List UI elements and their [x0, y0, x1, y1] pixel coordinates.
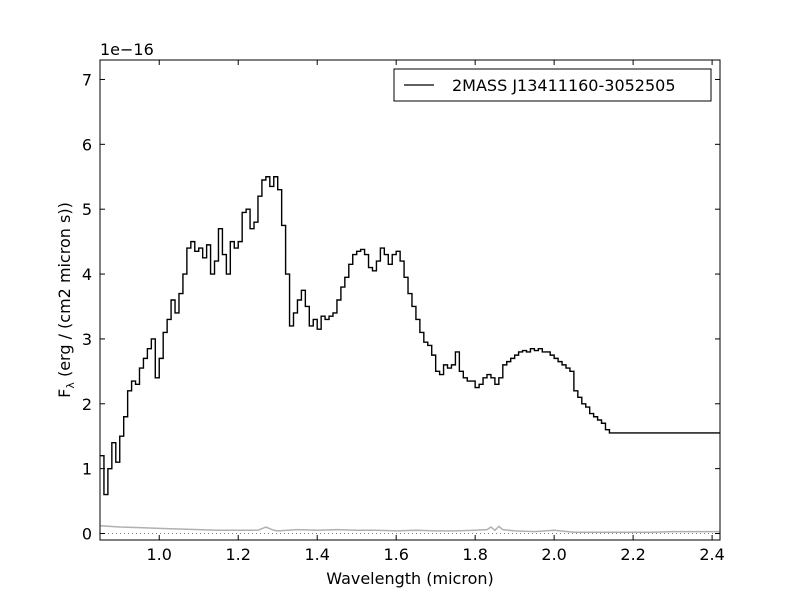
y-offset-text: 1e−16 [100, 40, 154, 59]
y-tick-label: 1 [82, 460, 92, 479]
x-tick-label: 2.4 [699, 545, 724, 564]
y-axis-title-subscript: λ [64, 382, 77, 389]
y-tick-label: 5 [82, 200, 92, 219]
y-tick-label: 3 [82, 330, 92, 349]
legend-box [393, 68, 712, 102]
y-axis-title-main: F [55, 389, 74, 398]
plot-frame [99, 59, 721, 541]
y-tick-label: 4 [82, 265, 92, 284]
y-tick-label: 6 [82, 135, 92, 154]
y-tick-label: 7 [82, 70, 92, 89]
x-axis: 1.0 1.2 1.4 1.6 1.8 2.0 2.2 2.4 [147, 60, 725, 564]
series-layer [100, 176, 720, 535]
x-tick-label: 1.6 [383, 545, 408, 564]
y-tick-label: 0 [82, 525, 92, 544]
y-tick-label: 2 [82, 395, 92, 414]
legend-label: 2MASS J13411160-3052505 [452, 76, 676, 95]
noise-line [100, 524, 720, 533]
x-tick-label: 1.8 [462, 545, 487, 564]
x-tick-label: 2.2 [620, 545, 645, 564]
x-axis-title: Wavelength (micron) [326, 569, 493, 588]
legend: 2MASS J13411160-3052505 [393, 68, 712, 102]
y-axis-title-units: (erg / (cm2 micron s)) [55, 202, 74, 382]
y-axis: 0 1 2 3 4 5 6 7 [82, 70, 720, 544]
svg-text:Fλ (erg / (cm2 micron s)): Fλ (erg / (cm2 micron s)) [55, 202, 77, 398]
x-tick-label: 1.0 [147, 545, 172, 564]
x-tick-label: 2.0 [541, 545, 566, 564]
y-axis-title: Fλ (erg / (cm2 micron s)) [55, 202, 77, 398]
x-tick-label: 1.2 [225, 545, 250, 564]
spectrum-line [100, 176, 720, 496]
x-tick-label: 1.4 [304, 545, 329, 564]
